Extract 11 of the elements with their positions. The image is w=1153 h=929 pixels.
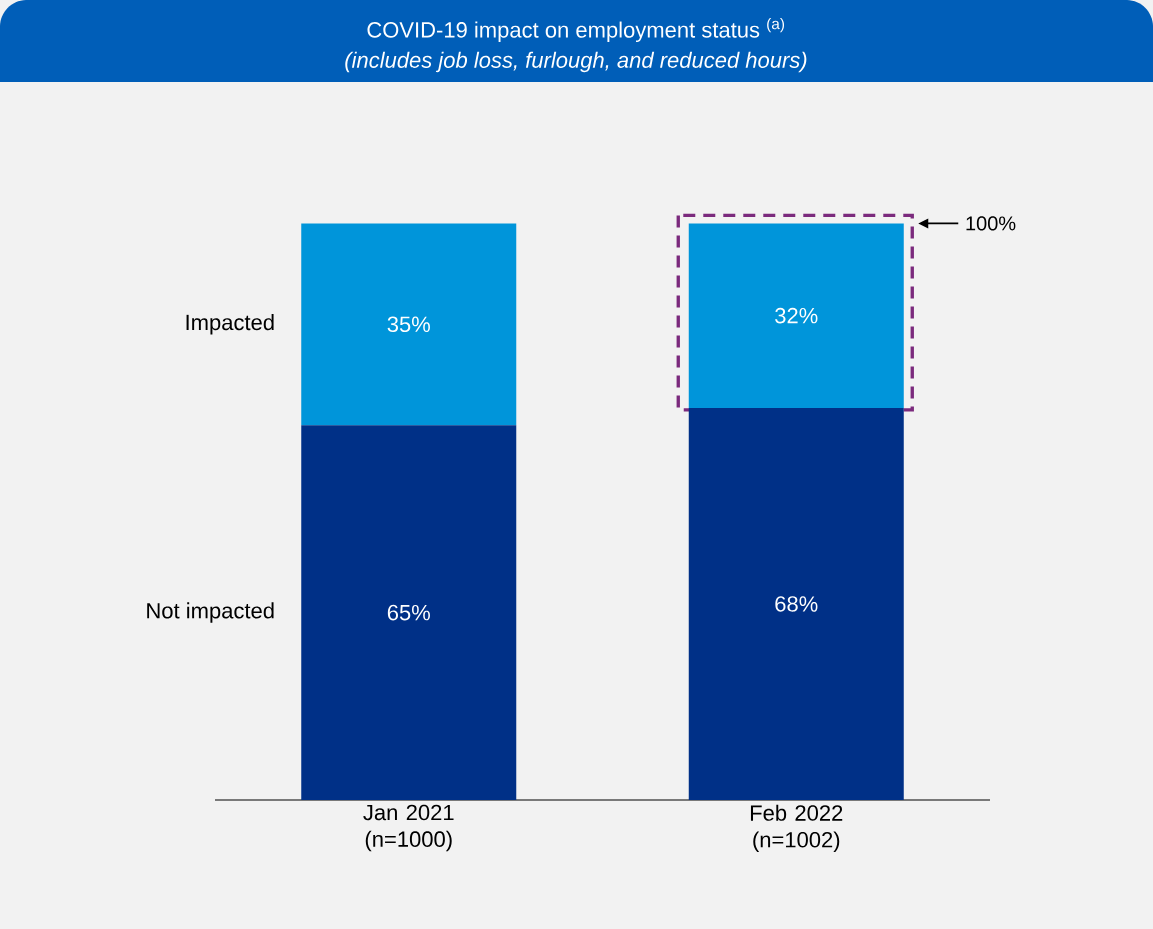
annotation: 100% <box>966 216 1016 231</box>
data-label: 65% <box>387 604 430 621</box>
series-label: Not impacted <box>147 602 274 623</box>
data-label: 32% <box>775 307 818 324</box>
x-tick-label: Jan 2021 (n=1000) <box>363 804 454 852</box>
chart-title: COVID-19 impact on employment status $^{(a)}$ <box>367 17 785 43</box>
x-tick-label: Feb 2022 (n=1002) <box>750 804 843 852</box>
series-label: Impacted <box>186 314 274 335</box>
data-label: 35% <box>387 316 430 333</box>
data-label: 68% <box>775 596 818 612</box>
chart-subtitle: (includes job loss, furlough, and reduced hours) <box>345 51 807 73</box>
